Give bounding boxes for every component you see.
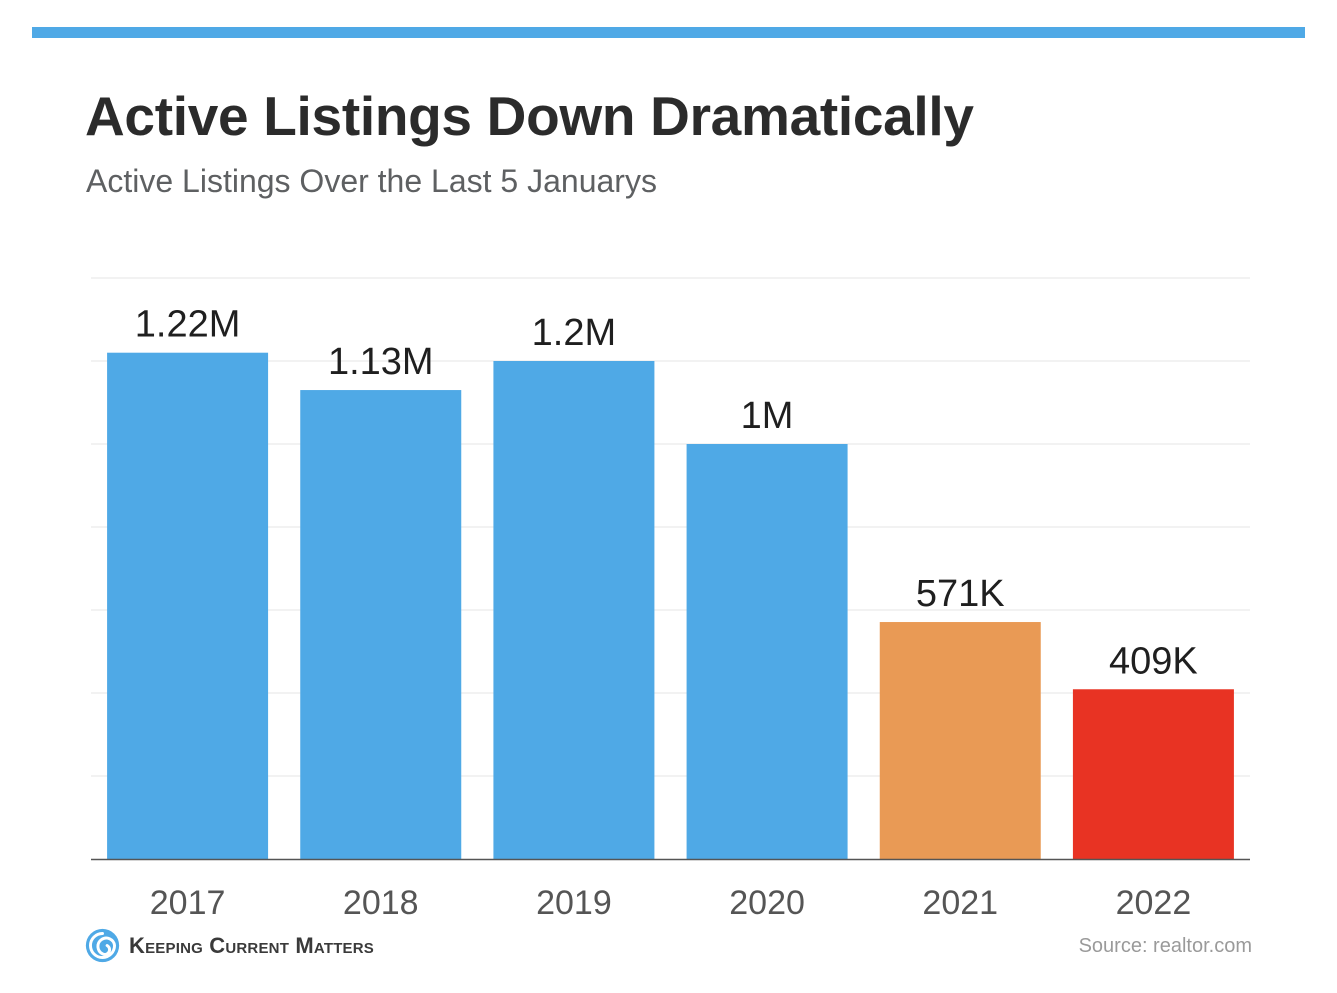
data-label-2018: 1.13M — [328, 341, 434, 383]
top-accent-bar — [32, 27, 1305, 38]
chart-title: Active Listings Down Dramatically — [85, 85, 974, 147]
data-label-2019: 1.2M — [532, 312, 616, 354]
spiral-logo-icon — [85, 928, 120, 963]
brand-name: Keeping Current Matters — [129, 932, 374, 958]
data-label-2021: 571K — [916, 573, 1005, 615]
data-label-2022: 409K — [1109, 640, 1198, 682]
x-tick-label-2021: 2021 — [922, 884, 998, 922]
x-tick-label-2017: 2017 — [150, 884, 226, 922]
bar-2017 — [107, 352, 269, 859]
x-tick-label-2018: 2018 — [343, 884, 419, 922]
chart-subtitle: Active Listings Over the Last 5 Januarys — [86, 163, 657, 199]
brand-logo: Keeping Current Matters — [84, 927, 374, 964]
source-note: Source: realtor.com — [1078, 935, 1252, 957]
bar-2022 — [1072, 689, 1234, 859]
x-tick-label-2019: 2019 — [536, 884, 612, 922]
bar-2020 — [686, 444, 848, 859]
x-tick-label-2022: 2022 — [1116, 884, 1192, 922]
data-label-2017: 1.22M — [135, 304, 241, 346]
bar-2018 — [300, 390, 462, 859]
data-label-2020: 1M — [741, 395, 794, 437]
bar-2019 — [493, 361, 655, 859]
bar-2021 — [879, 622, 1041, 859]
x-tick-label-2020: 2020 — [729, 884, 805, 922]
